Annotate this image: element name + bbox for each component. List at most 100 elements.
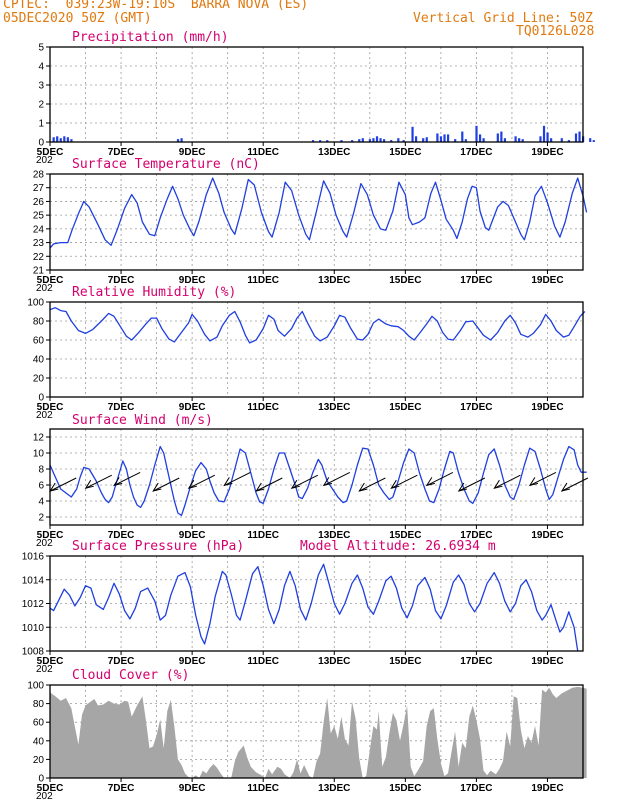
x-tick-label: 19DEC xyxy=(531,275,563,286)
year-fragment: 202 xyxy=(36,283,53,294)
precip-bar xyxy=(351,140,354,142)
x-tick-label: 9DEC xyxy=(179,147,206,158)
wind-arrow-icon xyxy=(560,477,589,492)
wind-line xyxy=(49,445,587,517)
y-tick-label: 23 xyxy=(33,238,45,249)
wind-arrow-icon xyxy=(223,471,251,487)
precip-bar xyxy=(340,140,343,142)
precip-bar xyxy=(478,134,482,142)
precip-bar xyxy=(56,136,59,142)
precip-bar xyxy=(574,133,578,142)
x-tick-label: 15DEC xyxy=(389,402,421,413)
x-tick-label: 11DEC xyxy=(247,656,279,667)
x-tick-label: 5DEC xyxy=(37,147,64,158)
cloud-frame xyxy=(49,684,584,779)
x-tick-label: 5DEC xyxy=(37,656,64,667)
temp-frame xyxy=(49,173,584,271)
year-fragment: 202 xyxy=(36,791,53,800)
x-tick-label: 7DEC xyxy=(108,402,135,413)
precip-bar xyxy=(439,136,443,142)
wind-arrow-icon xyxy=(84,474,112,489)
precip-bar xyxy=(372,138,375,142)
y-tick-label: 10 xyxy=(33,449,45,460)
precip-bar xyxy=(560,138,563,142)
y-tick-label: 100 xyxy=(27,681,44,692)
x-tick-label: 9DEC xyxy=(179,402,206,413)
precip-bar xyxy=(464,139,467,142)
pres-panel: 1008 1010 1012 1014 1016 5DEC 7DEC 9DEC 11DEC 13D… xyxy=(22,539,584,675)
wind-arrow-icon xyxy=(152,477,180,492)
precip-bar xyxy=(361,138,364,142)
y-tick-label: 5 xyxy=(38,43,44,54)
y-tick-label: 1012 xyxy=(22,599,45,610)
x-tick-label: 19DEC xyxy=(531,147,563,158)
y-tick-label: 0 xyxy=(38,138,44,149)
x-tick-label: 11DEC xyxy=(247,275,279,286)
x-tick-label: 15DEC xyxy=(389,656,421,667)
precip-bar xyxy=(518,138,521,142)
x-tick-label: 17DEC xyxy=(460,656,492,667)
y-tick-label: 6 xyxy=(38,481,44,492)
precip-bar xyxy=(436,133,439,142)
x-tick-label: 5DEC xyxy=(37,402,64,413)
x-tick-label: 9DEC xyxy=(179,530,206,541)
y-tick-label: 60 xyxy=(33,336,45,347)
y-tick-label: 20 xyxy=(33,755,45,766)
x-tick-label: 19DEC xyxy=(531,783,563,794)
rh-frame xyxy=(49,301,584,398)
x-tick-label: 13DEC xyxy=(318,783,350,794)
y-tick-label: 26 xyxy=(33,197,45,208)
precip-bar xyxy=(383,139,386,142)
y-tick-label: 8 xyxy=(38,465,44,476)
wind-arrow-icon xyxy=(457,477,486,492)
y-tick-label: 3 xyxy=(38,81,44,92)
precip-bar xyxy=(311,140,315,142)
model-altitude-label: Model Altitude: 26.6934 m xyxy=(300,539,496,554)
precip-bar xyxy=(542,125,546,142)
wind-panel: 2 4 6 8 10 12 5DEC 7DEC 9DEC 11DEC 13DEC 15DEC 17DEC… xyxy=(33,413,589,549)
precip-bar xyxy=(414,136,418,142)
precip-bar xyxy=(482,138,485,142)
y-tick-label: 28 xyxy=(33,170,45,181)
precip-bar xyxy=(578,131,581,142)
wind-arrow-icon xyxy=(187,474,216,489)
precip-bar xyxy=(402,140,405,142)
precip-bar xyxy=(550,138,553,142)
precip-bar xyxy=(546,132,549,142)
y-tick-label: 1 xyxy=(38,119,44,130)
rh-line xyxy=(49,307,586,344)
y-tick-label: 12 xyxy=(33,433,45,444)
y-tick-label: 25 xyxy=(33,211,45,222)
y-tick-label: 80 xyxy=(33,317,45,328)
x-tick-label: 19DEC xyxy=(531,656,563,667)
y-tick-label: 27 xyxy=(33,183,45,194)
y-tick-label: 0 xyxy=(38,393,44,404)
precip-title: Precipitation (mm/h) xyxy=(72,30,229,45)
year-fragment: 202 xyxy=(36,410,53,421)
x-tick-label: 11DEC xyxy=(247,783,279,794)
x-tick-label: 13DEC xyxy=(318,402,350,413)
x-tick-label: 9DEC xyxy=(179,275,206,286)
precip-bar xyxy=(425,137,428,142)
precip-bar xyxy=(503,138,507,142)
precip-bar xyxy=(461,131,464,142)
year-fragment: 202 xyxy=(36,155,53,166)
year-fragment: 202 xyxy=(36,664,53,675)
precip-bar xyxy=(539,136,542,142)
wind-arrow-icon xyxy=(290,474,319,489)
precip-bar xyxy=(368,139,371,142)
x-tick-label: 7DEC xyxy=(108,656,135,667)
cloud-area xyxy=(50,686,587,778)
y-tick-label: 60 xyxy=(33,718,45,729)
x-tick-label: 13DEC xyxy=(318,656,350,667)
pres-line xyxy=(49,563,579,652)
x-tick-label: 15DEC xyxy=(389,275,421,286)
wind-title: Surface Wind (m/s) xyxy=(72,413,213,428)
precip-bar xyxy=(411,126,414,142)
y-tick-label: 2 xyxy=(38,513,44,524)
x-tick-label: 13DEC xyxy=(318,530,350,541)
x-tick-label: 19DEC xyxy=(531,402,563,413)
cloud-title: Cloud Cover (%) xyxy=(72,668,189,683)
y-tick-label: 40 xyxy=(33,736,45,747)
